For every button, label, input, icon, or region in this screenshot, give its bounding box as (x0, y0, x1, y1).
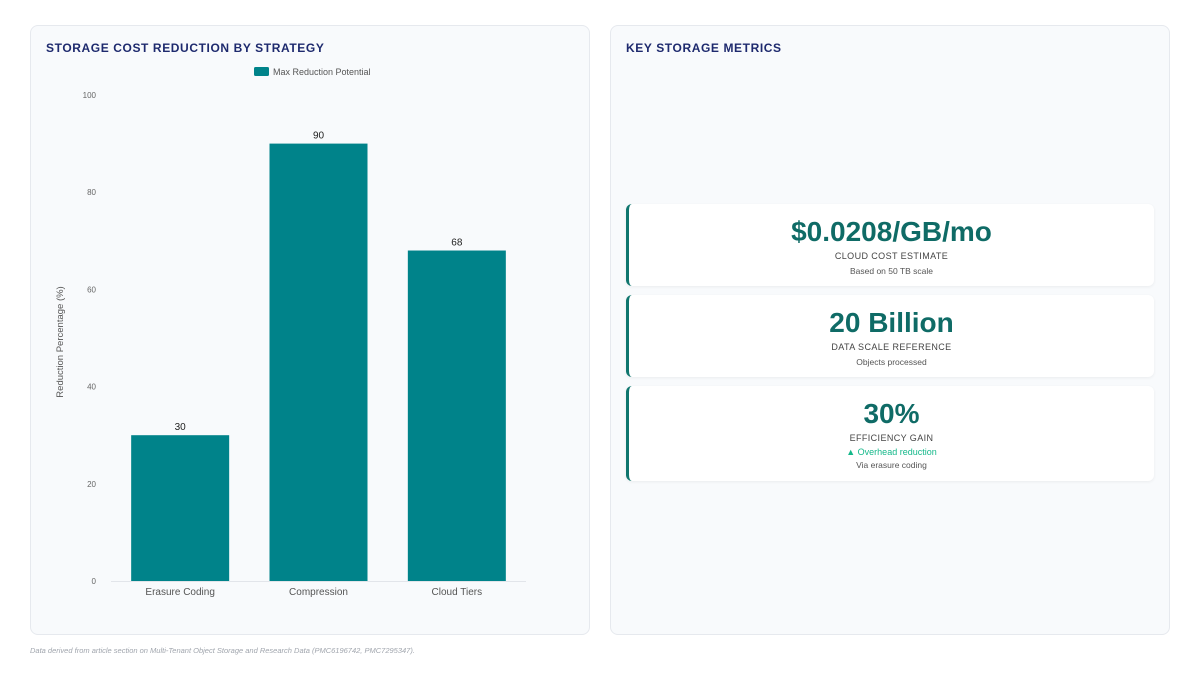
y-tick-label: 0 (92, 577, 97, 586)
metric-card-efficiency: 30% EFFICIENCY GAIN ▲ Overhead reduction… (626, 386, 1154, 481)
x-tick-label: Compression (289, 587, 348, 598)
bar-value-label: 30 (175, 422, 187, 433)
trend-indicator: ▲ Overhead reduction (846, 447, 937, 457)
legend-swatch (254, 67, 269, 76)
x-tick-label: Erasure Coding (145, 587, 214, 598)
metric-value: 30% (863, 398, 920, 429)
y-axis-label: Reduction Percentage (%) (55, 286, 66, 397)
legend-label: Max Reduction Potential (273, 67, 371, 77)
metrics-panel: KEY STORAGE METRICS $0.0208/GB/mo CLOUD … (610, 25, 1170, 635)
metric-subtext: Objects processed (856, 357, 927, 367)
y-tick-label: 100 (83, 91, 97, 100)
metric-card-data-scale: 20 Billion DATA SCALE REFERENCE Objects … (626, 295, 1154, 377)
bar (131, 435, 230, 581)
bar (407, 250, 506, 581)
chart-panel: STORAGE COST REDUCTION BY STRATEGY Max R… (30, 25, 590, 635)
metric-subtext: Based on 50 TB scale (849, 266, 933, 276)
metric-subtext: Via erasure coding (856, 460, 927, 470)
y-tick-label: 40 (87, 383, 96, 392)
footnote: Data derived from article section on Mul… (30, 646, 415, 655)
metric-card-cloud-cost: $0.0208/GB/mo CLOUD COST ESTIMATE Based … (626, 204, 1154, 286)
y-tick-label: 20 (87, 480, 96, 489)
bar-chart: Max Reduction Potential 0 20 40 60 80 100 Reduc… (55, 67, 526, 598)
chart-title: STORAGE COST REDUCTION BY STRATEGY (46, 41, 325, 55)
metrics-title: KEY STORAGE METRICS (626, 41, 782, 55)
bar-value-label: 90 (313, 131, 325, 142)
bar (269, 143, 368, 581)
metric-value: 20 Billion (829, 307, 954, 338)
metric-label: EFFICIENCY GAIN (849, 433, 934, 443)
bar-value-label: 68 (451, 238, 463, 249)
x-tick-label: Cloud Tiers (432, 587, 483, 598)
y-tick-label: 60 (87, 285, 96, 294)
metric-label: CLOUD COST ESTIMATE (834, 251, 949, 261)
metric-label: DATA SCALE REFERENCE (831, 342, 952, 352)
y-tick-label: 80 (87, 188, 96, 197)
metric-value: $0.0208/GB/mo (791, 216, 992, 247)
